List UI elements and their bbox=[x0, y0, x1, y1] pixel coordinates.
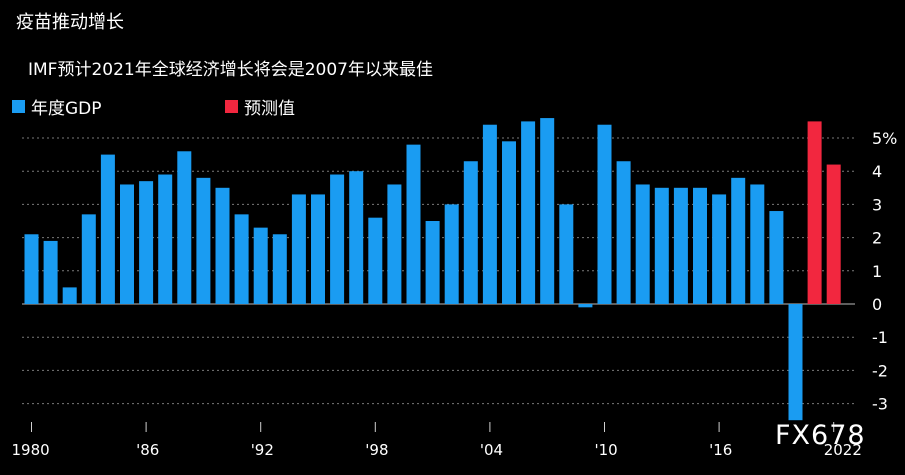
bar-annual-gdp bbox=[330, 174, 345, 304]
bar-annual-gdp bbox=[215, 187, 230, 304]
x-tick-label: 1980 bbox=[12, 441, 50, 459]
bar-annual-gdp bbox=[120, 184, 134, 304]
bar-annual-gdp bbox=[177, 151, 192, 304]
y-tick-label: -1 bbox=[872, 328, 888, 347]
x-tick-label: 2022 bbox=[824, 441, 862, 459]
bar-annual-gdp bbox=[158, 174, 173, 304]
y-tick-label: 1 bbox=[872, 262, 882, 281]
legend-item-annual-gdp: 年度GDP bbox=[12, 94, 102, 119]
x-tick-label: '10 bbox=[595, 441, 618, 459]
y-tick-label: -2 bbox=[872, 361, 888, 380]
legend-swatch-annual-gdp bbox=[12, 100, 25, 113]
bar-annual-gdp bbox=[368, 217, 383, 304]
y-tick-label: 0 bbox=[872, 295, 882, 314]
bar-annual-gdp bbox=[597, 124, 612, 304]
legend-item-forecast: 预测值 bbox=[225, 94, 295, 119]
bar-annual-gdp bbox=[540, 118, 555, 304]
bar-annual-gdp bbox=[81, 214, 96, 304]
x-tick-label: '16 bbox=[709, 441, 732, 459]
x-tick-label: '04 bbox=[480, 441, 503, 459]
y-tick-label: 2 bbox=[872, 229, 882, 248]
bar-annual-gdp bbox=[62, 287, 77, 304]
bar-annual-gdp bbox=[482, 124, 497, 304]
bar-annual-gdp bbox=[43, 240, 58, 304]
bar-annual-gdp bbox=[521, 121, 536, 305]
y-tick-label: 3 bbox=[872, 195, 882, 214]
bar-annual-gdp bbox=[406, 144, 421, 304]
bar-annual-gdp bbox=[234, 214, 249, 304]
bar-annual-gdp bbox=[769, 211, 784, 304]
chart-subtitle: IMF预计2021年全球经济增长将会是2007年以来最佳 bbox=[28, 60, 433, 80]
bar-annual-gdp bbox=[712, 194, 727, 304]
bar-annual-gdp bbox=[139, 181, 154, 304]
legend-label-annual-gdp: 年度GDP bbox=[31, 99, 102, 119]
bar-annual-gdp bbox=[693, 187, 707, 304]
bar-annual-gdp bbox=[444, 204, 459, 304]
bar-annual-gdp bbox=[272, 234, 287, 304]
x-tick-label: '98 bbox=[365, 441, 388, 459]
bar-annual-gdp bbox=[425, 221, 440, 304]
legend-label-forecast: 预测值 bbox=[244, 99, 295, 119]
bar-annual-gdp bbox=[788, 304, 803, 421]
bar-annual-gdp bbox=[616, 161, 631, 304]
bar-annual-gdp bbox=[559, 204, 574, 304]
bar-annual-gdp bbox=[635, 184, 650, 304]
y-tick-label: -3 bbox=[872, 395, 888, 414]
bar-annual-gdp bbox=[502, 141, 516, 304]
bar-forecast bbox=[807, 121, 822, 305]
bar-annual-gdp bbox=[291, 194, 306, 304]
bar-annual-gdp bbox=[673, 187, 688, 304]
x-tick-label: '92 bbox=[251, 441, 274, 459]
bar-annual-gdp bbox=[750, 184, 765, 304]
y-tick-label: 4 bbox=[872, 162, 882, 181]
bar-annual-gdp bbox=[463, 161, 478, 304]
watermark: FX678 bbox=[775, 420, 866, 451]
bar-annual-gdp bbox=[654, 187, 669, 304]
bar-forecast bbox=[826, 164, 841, 304]
bar-annual-gdp bbox=[24, 234, 39, 304]
bar-annual-gdp bbox=[578, 304, 593, 308]
bar-annual-gdp bbox=[349, 171, 364, 304]
x-tick-label: '86 bbox=[136, 441, 159, 459]
y-tick-label: 5% bbox=[872, 129, 897, 148]
bar-annual-gdp bbox=[100, 154, 115, 304]
bar-annual-gdp bbox=[253, 227, 268, 304]
bar-annual-gdp bbox=[387, 184, 402, 304]
bar-annual-gdp bbox=[196, 177, 211, 304]
legend-swatch-forecast bbox=[225, 100, 238, 113]
bar-annual-gdp bbox=[731, 177, 746, 304]
bar-annual-gdp bbox=[311, 194, 325, 304]
chart-title: 疫苗推动增长 bbox=[16, 12, 124, 33]
